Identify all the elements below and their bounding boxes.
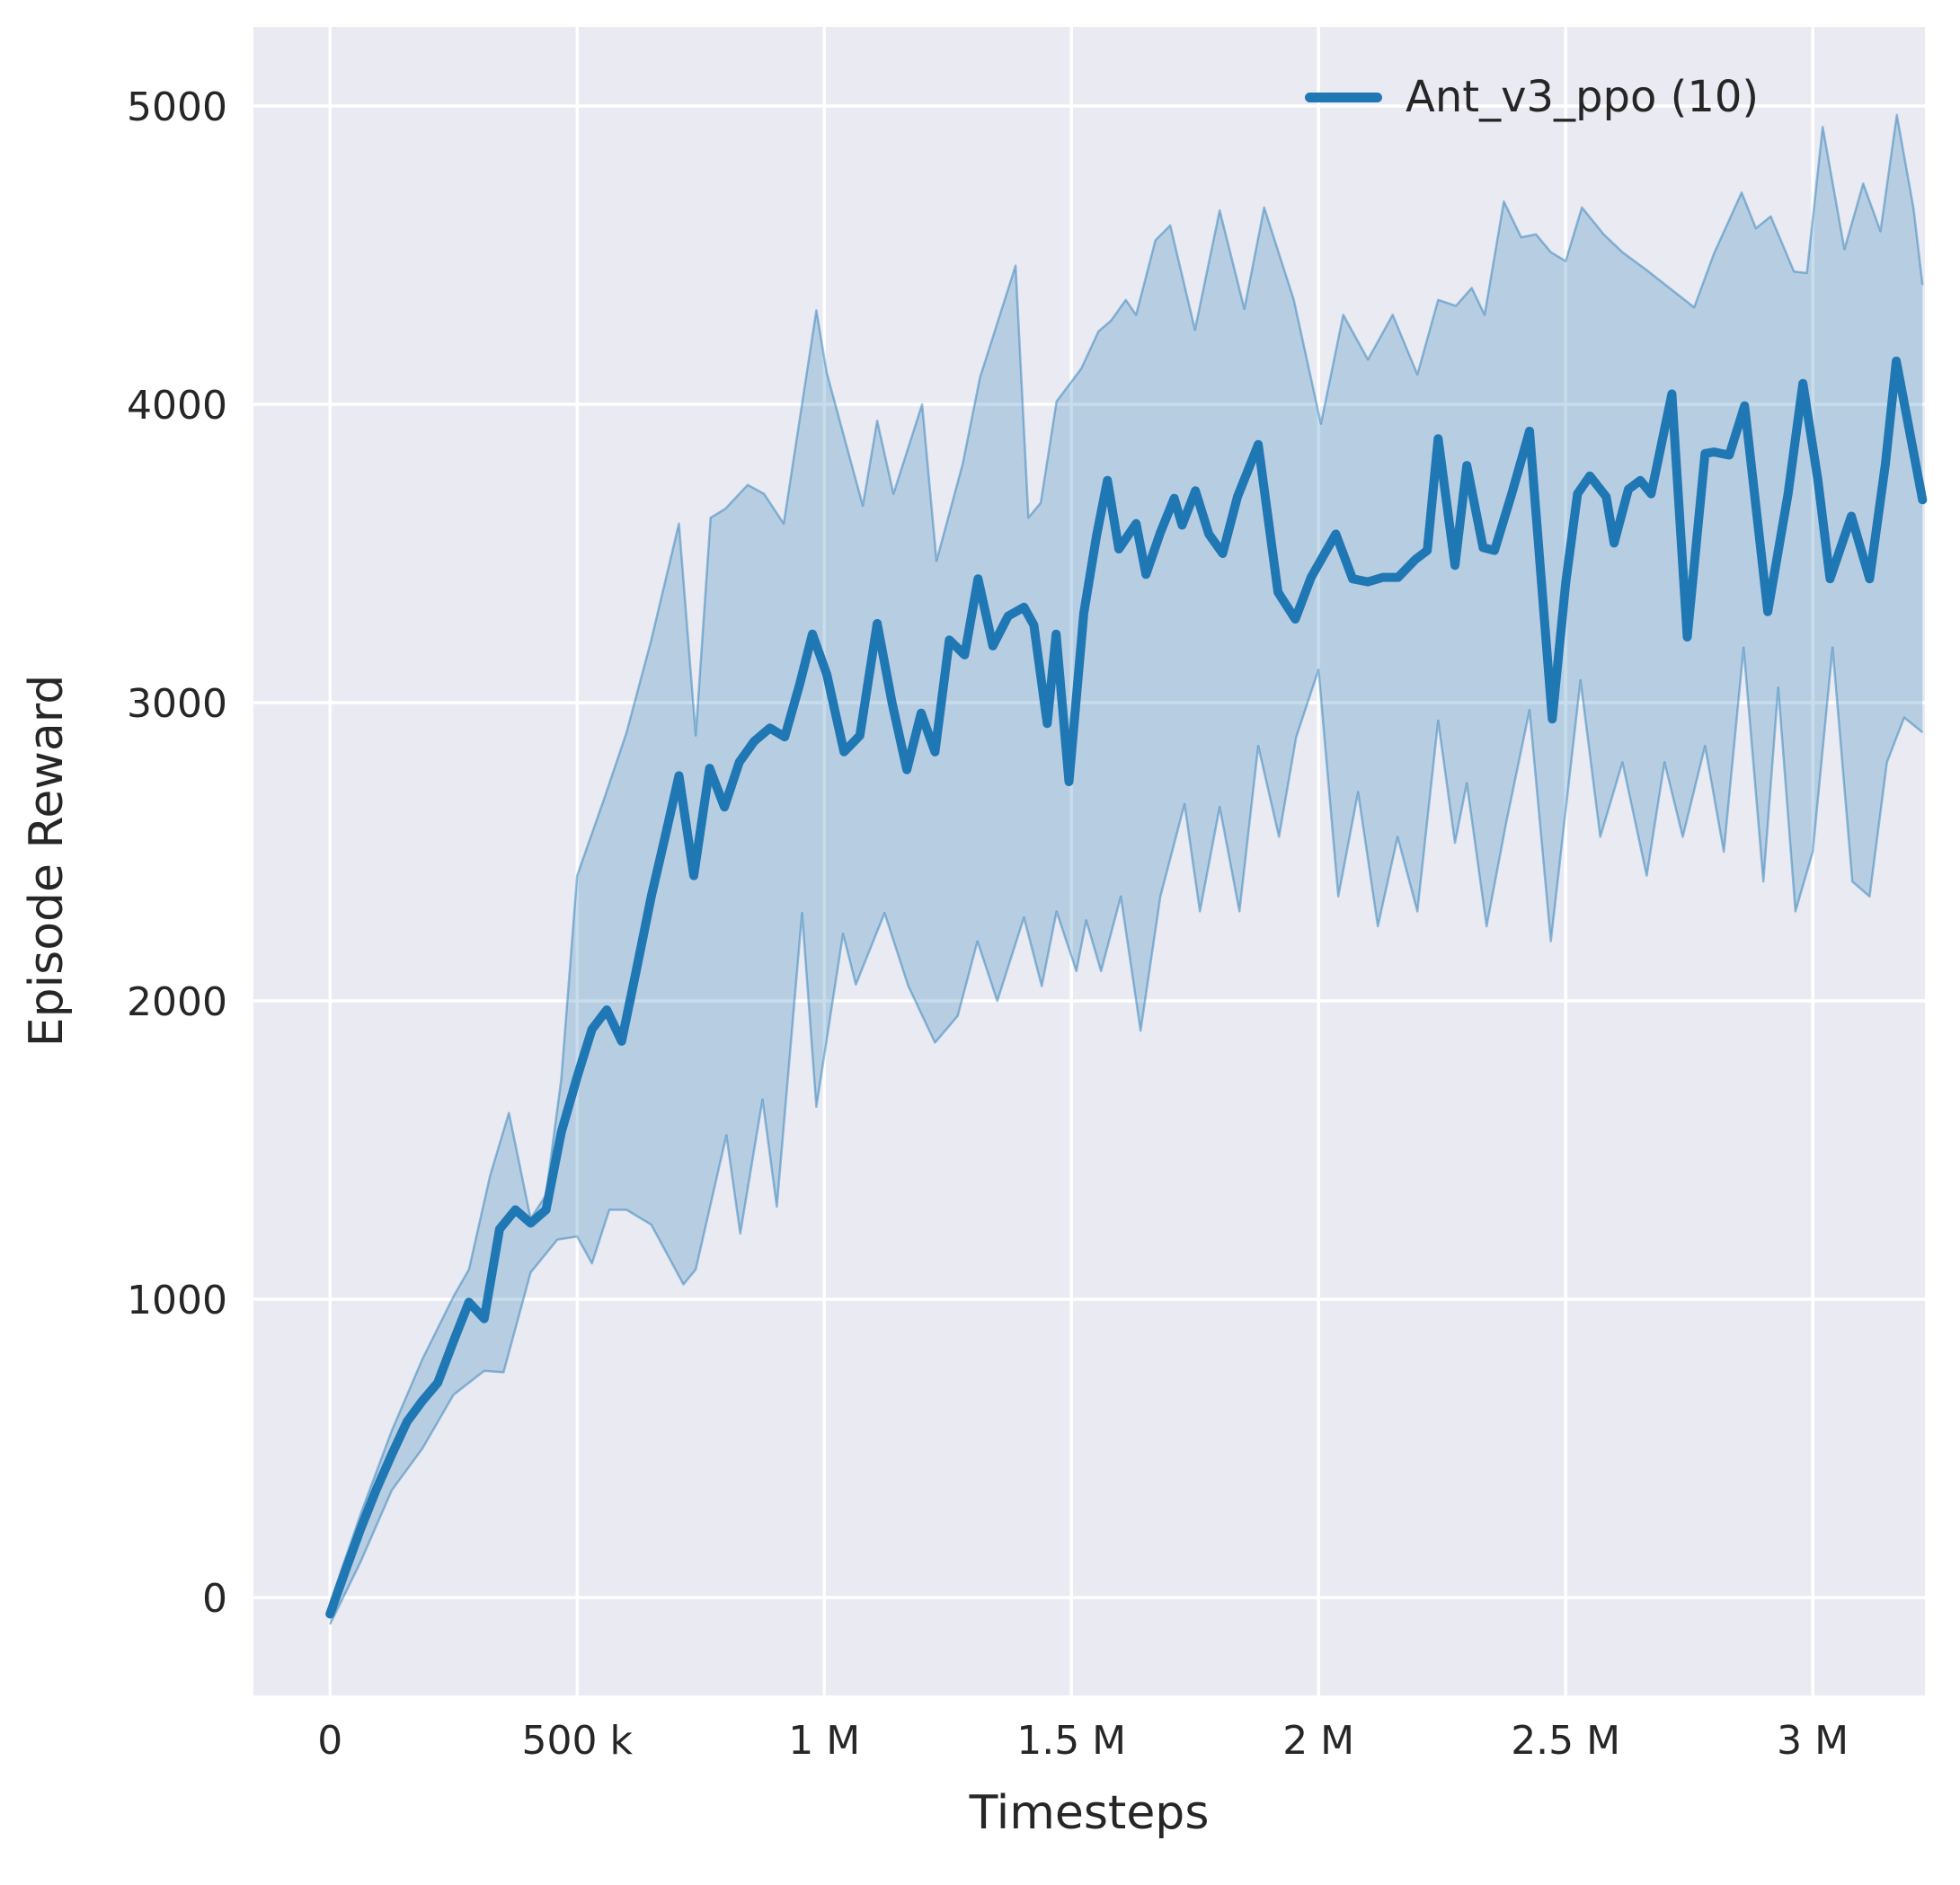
x-tick-label: 2.5 M bbox=[1511, 1718, 1620, 1764]
mean-line bbox=[325, 356, 1928, 1619]
y-tick-labels: 0 1000 2000 3000 4000 5000 bbox=[127, 84, 227, 1622]
legend-label: Ant_v3_ppo (10) bbox=[1406, 72, 1760, 122]
confidence-band bbox=[330, 114, 1923, 1624]
x-tick-label: 0 bbox=[317, 1718, 342, 1764]
x-axis-label: Timesteps bbox=[969, 1786, 1210, 1840]
x-tick-label: 500 k bbox=[522, 1718, 634, 1764]
x-tick-label: 1.5 M bbox=[1016, 1718, 1126, 1764]
band-lower-edge bbox=[329, 646, 1924, 1625]
y-tick-label: 2000 bbox=[127, 979, 227, 1025]
y-tick-label: 0 bbox=[202, 1576, 227, 1622]
x-tick-labels: 0 500 k 1 M 1.5 M 2 M 2.5 M 3 M bbox=[317, 1718, 1849, 1764]
plot-background bbox=[253, 27, 1925, 1695]
x-tick-label: 3 M bbox=[1777, 1718, 1849, 1764]
x-tick-label: 2 M bbox=[1282, 1718, 1354, 1764]
band-upper-edge bbox=[329, 113, 1924, 1605]
y-tick-label: 5000 bbox=[127, 84, 227, 130]
y-axis-label: Episode Reward bbox=[20, 674, 74, 1048]
y-tick-label: 1000 bbox=[127, 1278, 227, 1323]
y-tick-label: 3000 bbox=[127, 681, 227, 727]
legend: Ant_v3_ppo (10) bbox=[1305, 72, 1759, 122]
x-tick-label: 1 M bbox=[788, 1718, 860, 1764]
gridlines bbox=[253, 27, 1925, 1695]
legend-line-swatch bbox=[1305, 92, 1382, 102]
y-tick-label: 4000 bbox=[127, 383, 227, 429]
